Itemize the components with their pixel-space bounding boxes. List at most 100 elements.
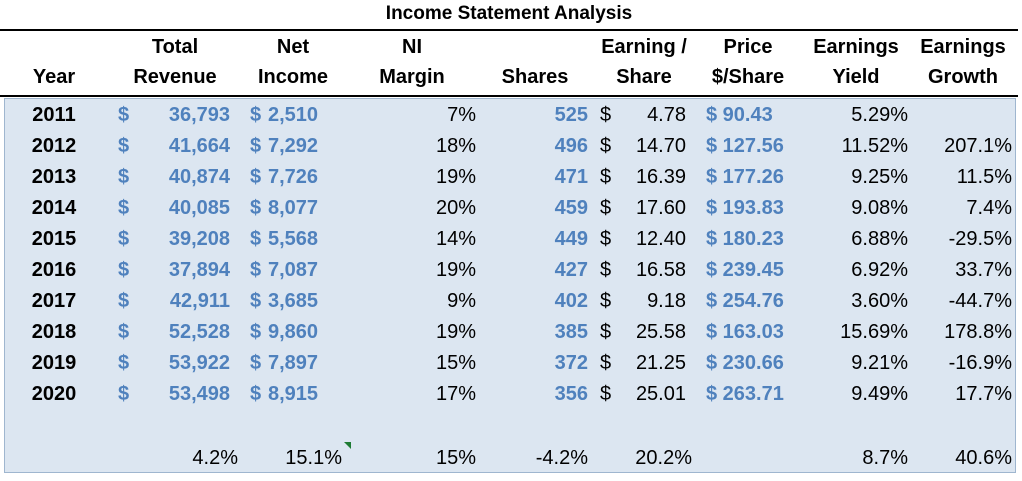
- cell-earnings-yield[interactable]: 9.25%: [851, 166, 908, 188]
- cell-year[interactable]: 2015: [31, 228, 77, 250]
- cell-price-share[interactable]: $ 230.66: [706, 352, 784, 374]
- cell-earnings-growth[interactable]: 178.8%: [944, 321, 1012, 343]
- summary-eps-cagr[interactable]: 20.2%: [635, 447, 692, 469]
- cell-net-income-currency[interactable]: $: [250, 197, 262, 219]
- cell-eps-currency[interactable]: $: [600, 228, 612, 250]
- cell-earnings-growth[interactable]: 7.4%: [966, 197, 1012, 219]
- cell-revenue-currency[interactable]: $: [118, 321, 130, 343]
- cell-revenue-currency[interactable]: $: [118, 290, 130, 312]
- cell-eps[interactable]: 12.40: [635, 228, 686, 250]
- cell-ni-margin[interactable]: 18%: [435, 135, 476, 157]
- cell-revenue-currency[interactable]: $: [118, 383, 130, 405]
- cell-price-share[interactable]: $ 127.56: [706, 135, 784, 157]
- cell-earnings-yield[interactable]: 3.60%: [851, 290, 908, 312]
- cell-total-revenue[interactable]: 53,498: [168, 383, 230, 405]
- cell-eps[interactable]: 17.60: [635, 197, 686, 219]
- cell-net-income[interactable]: 2,510: [268, 104, 319, 126]
- cell-shares[interactable]: 385: [554, 321, 588, 343]
- cell-earnings-growth[interactable]: -44.7%: [948, 290, 1012, 312]
- cell-net-income-currency[interactable]: $: [250, 383, 262, 405]
- cell-earnings-growth[interactable]: 207.1%: [944, 135, 1012, 157]
- cell-eps[interactable]: 16.58: [635, 259, 686, 281]
- cell-revenue-currency[interactable]: $: [118, 228, 130, 250]
- cell-year[interactable]: 2019: [31, 352, 77, 374]
- cell-net-income[interactable]: 7,726: [268, 166, 319, 188]
- cell-earnings-growth[interactable]: 17.7%: [955, 383, 1012, 405]
- cell-revenue-currency[interactable]: $: [118, 352, 130, 374]
- cell-total-revenue[interactable]: 36,793: [168, 104, 230, 126]
- cell-shares[interactable]: 471: [554, 166, 588, 188]
- cell-revenue-currency[interactable]: $: [118, 166, 130, 188]
- cell-year[interactable]: 2017: [31, 290, 77, 312]
- cell-eps-currency[interactable]: $: [600, 383, 612, 405]
- cell-eps[interactable]: 9.18: [647, 290, 686, 312]
- cell-eps-currency[interactable]: $: [600, 197, 612, 219]
- cell-net-income-currency[interactable]: $: [250, 321, 262, 343]
- cell-price-share[interactable]: $ 193.83: [706, 197, 784, 219]
- cell-price-share[interactable]: $ 263.71: [706, 383, 784, 405]
- cell-eps-currency[interactable]: $: [600, 290, 612, 312]
- cell-net-income[interactable]: 7,897: [268, 352, 319, 374]
- cell-net-income[interactable]: 8,915: [268, 383, 319, 405]
- cell-price-share[interactable]: $ 177.26: [706, 166, 784, 188]
- cell-ni-margin[interactable]: 9%: [447, 290, 476, 312]
- cell-net-income-currency[interactable]: $: [250, 135, 262, 157]
- summary-shares-cagr[interactable]: -4.2%: [535, 447, 588, 469]
- cell-total-revenue[interactable]: 53,922: [168, 352, 230, 374]
- cell-eps-currency[interactable]: $: [600, 135, 612, 157]
- cell-year[interactable]: 2018: [31, 321, 77, 343]
- cell-net-income-currency[interactable]: $: [250, 290, 262, 312]
- cell-net-income-currency[interactable]: $: [250, 352, 262, 374]
- cell-ni-margin[interactable]: 15%: [435, 352, 476, 374]
- cell-year[interactable]: 2011: [32, 104, 76, 126]
- cell-earnings-growth[interactable]: -29.5%: [948, 228, 1012, 250]
- cell-net-income[interactable]: 3,685: [268, 290, 319, 312]
- cell-shares[interactable]: 449: [554, 228, 588, 250]
- cell-total-revenue[interactable]: 40,874: [168, 166, 230, 188]
- cell-total-revenue[interactable]: 42,911: [169, 290, 230, 312]
- cell-earnings-yield[interactable]: 6.88%: [851, 228, 908, 250]
- cell-ni-margin[interactable]: 19%: [435, 321, 476, 343]
- cell-shares[interactable]: 496: [554, 135, 588, 157]
- cell-eps-currency[interactable]: $: [600, 104, 612, 126]
- cell-eps[interactable]: 16.39: [635, 166, 686, 188]
- cell-earnings-growth[interactable]: -16.9%: [948, 352, 1012, 374]
- cell-net-income[interactable]: 9,860: [268, 321, 319, 343]
- cell-ni-margin[interactable]: 19%: [435, 166, 476, 188]
- cell-net-income[interactable]: 7,292: [268, 135, 319, 157]
- cell-eps[interactable]: 25.01: [635, 383, 686, 405]
- cell-earnings-growth[interactable]: 33.7%: [955, 259, 1012, 281]
- cell-earnings-yield[interactable]: 11.52%: [841, 135, 908, 157]
- cell-price-share[interactable]: $ 90.43: [706, 104, 773, 126]
- summary-net-income-cagr[interactable]: 15.1%: [285, 447, 342, 469]
- cell-net-income-currency[interactable]: $: [250, 104, 262, 126]
- cell-shares[interactable]: 372: [554, 352, 588, 374]
- cell-earnings-yield[interactable]: 9.21%: [851, 352, 908, 374]
- cell-earnings-yield[interactable]: 5.29%: [851, 104, 908, 126]
- cell-price-share[interactable]: $ 163.03: [706, 321, 784, 343]
- summary-ni-margin-avg[interactable]: 15%: [435, 447, 476, 469]
- cell-total-revenue[interactable]: 40,085: [168, 197, 230, 219]
- cell-eps-currency[interactable]: $: [600, 166, 612, 188]
- cell-earnings-yield[interactable]: 15.69%: [840, 321, 908, 343]
- cell-eps[interactable]: 4.78: [647, 104, 686, 126]
- cell-revenue-currency[interactable]: $: [118, 135, 130, 157]
- cell-year[interactable]: 2012: [31, 135, 77, 157]
- cell-price-share[interactable]: $ 239.45: [706, 259, 784, 281]
- cell-net-income[interactable]: 5,568: [268, 228, 319, 250]
- cell-ni-margin[interactable]: 14%: [435, 228, 476, 250]
- cell-revenue-currency[interactable]: $: [118, 259, 130, 281]
- cell-eps-currency[interactable]: $: [600, 352, 612, 374]
- cell-earnings-yield[interactable]: 6.92%: [851, 259, 908, 281]
- cell-eps-currency[interactable]: $: [600, 259, 612, 281]
- cell-earnings-yield[interactable]: 9.49%: [851, 383, 908, 405]
- cell-year[interactable]: 2013: [31, 166, 77, 188]
- cell-eps[interactable]: 21.25: [635, 352, 686, 374]
- cell-eps[interactable]: 25.58: [635, 321, 686, 343]
- cell-shares[interactable]: 525: [554, 104, 588, 126]
- cell-total-revenue[interactable]: 39,208: [168, 228, 230, 250]
- summary-earnings-growth-avg[interactable]: 40.6%: [955, 447, 1012, 469]
- cell-ni-margin[interactable]: 17%: [435, 383, 476, 405]
- cell-year[interactable]: 2014: [31, 197, 77, 219]
- cell-earnings-growth[interactable]: 11.5%: [956, 166, 1012, 188]
